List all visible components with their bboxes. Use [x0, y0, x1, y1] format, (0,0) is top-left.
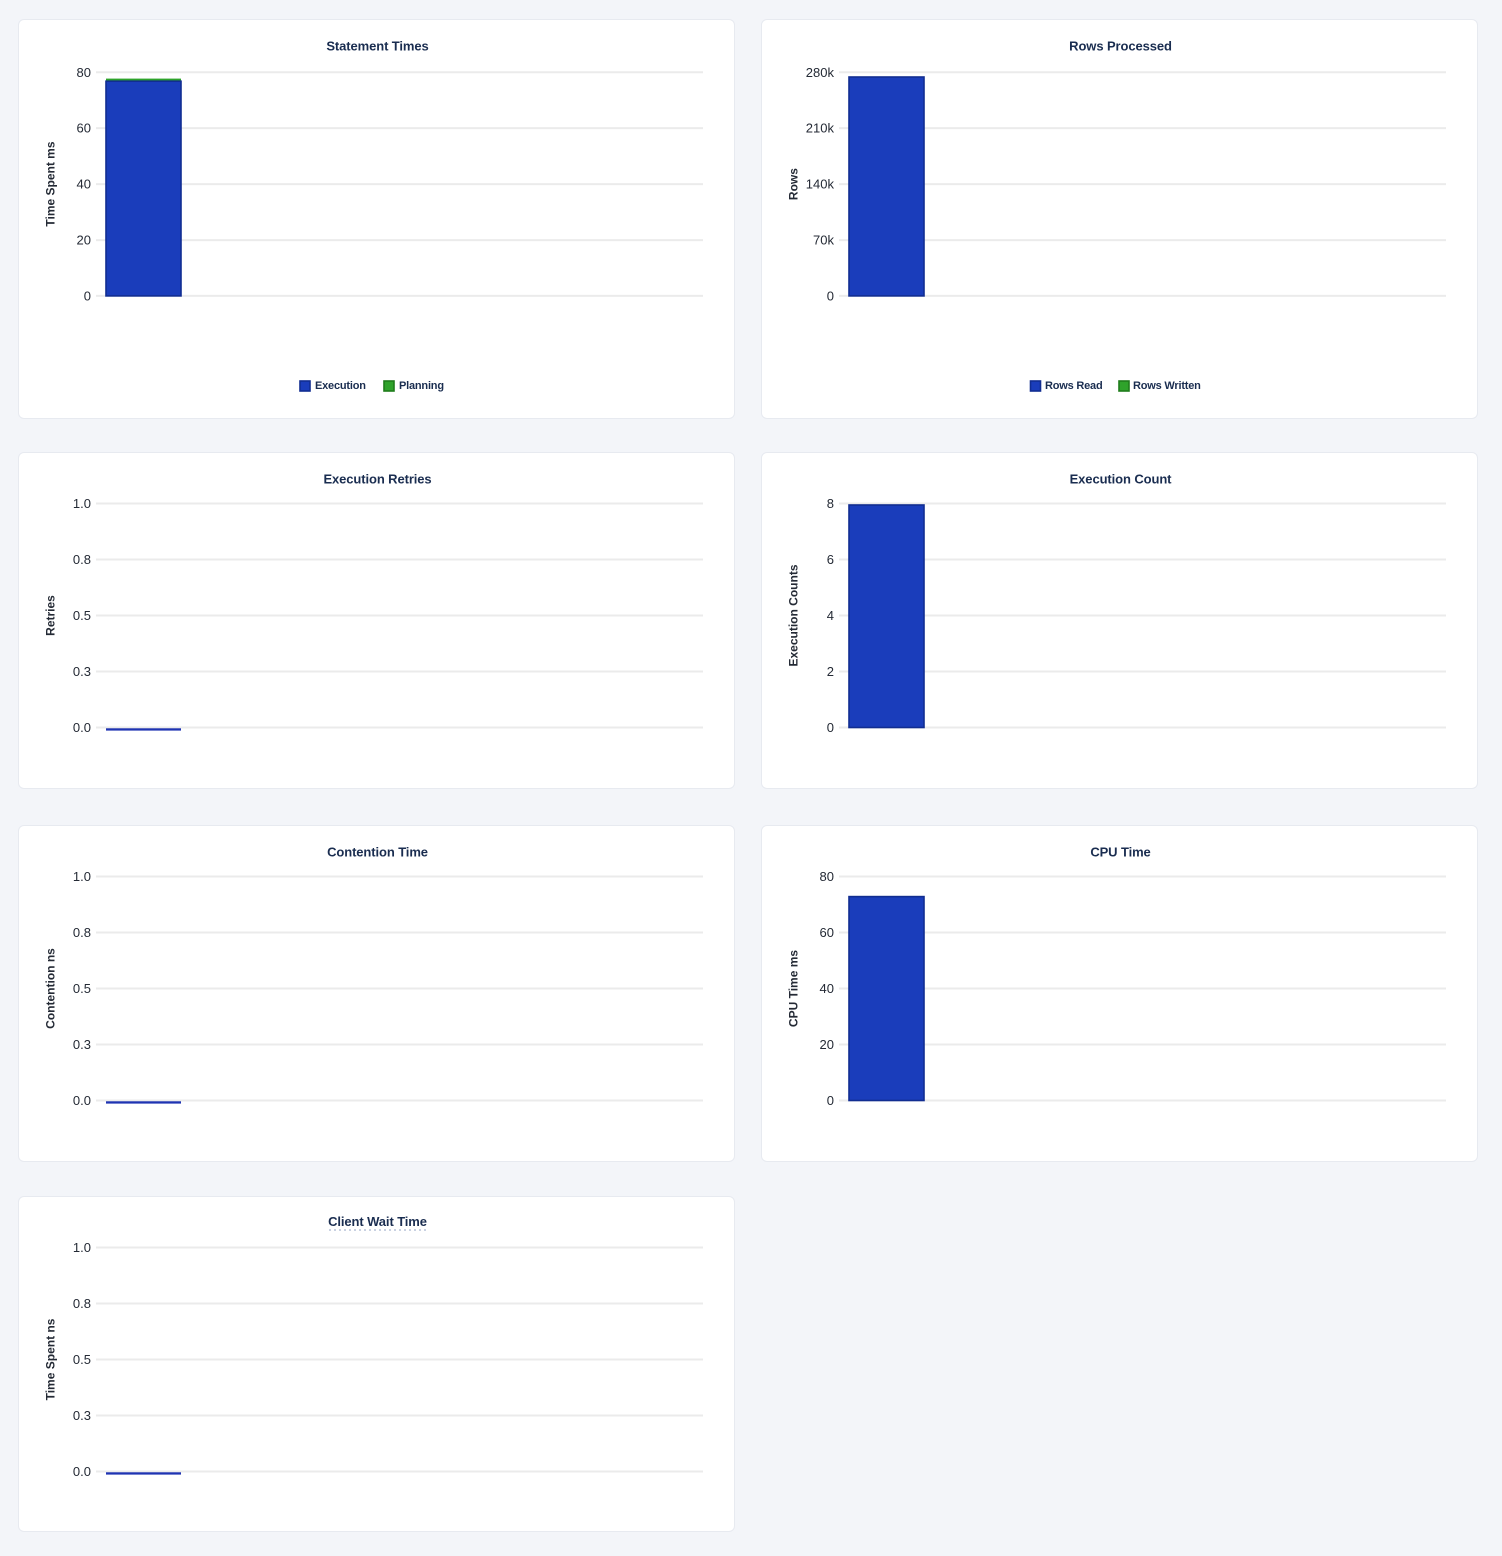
svg-text:210k: 210k: [806, 121, 835, 136]
svg-text:0: 0: [827, 289, 834, 304]
svg-text:Retries: Retries: [44, 595, 58, 636]
svg-text:Client Wait Time: Client Wait Time: [328, 1214, 427, 1229]
svg-text:0.5: 0.5: [73, 1352, 91, 1367]
svg-text:0.8: 0.8: [73, 1296, 91, 1311]
svg-text:1.0: 1.0: [73, 496, 91, 511]
svg-text:60: 60: [820, 925, 834, 940]
svg-text:40: 40: [77, 177, 91, 192]
svg-text:0.8: 0.8: [73, 925, 91, 940]
svg-text:0.0: 0.0: [73, 720, 91, 735]
svg-text:Rows Read: Rows Read: [1045, 380, 1103, 392]
svg-text:Execution Counts: Execution Counts: [787, 564, 801, 666]
svg-text:8: 8: [827, 496, 834, 511]
svg-text:60: 60: [77, 121, 91, 136]
svg-text:0.5: 0.5: [73, 608, 91, 623]
svg-text:80: 80: [820, 869, 834, 884]
svg-text:Execution: Execution: [315, 380, 366, 392]
svg-text:140k: 140k: [806, 177, 835, 192]
svg-text:20: 20: [820, 1037, 834, 1052]
svg-text:1.0: 1.0: [73, 1240, 91, 1255]
svg-text:0.5: 0.5: [73, 981, 91, 996]
svg-text:0.3: 0.3: [73, 1037, 91, 1052]
svg-text:40: 40: [820, 981, 834, 996]
svg-text:20: 20: [77, 233, 91, 248]
svg-text:Execution Count: Execution Count: [1070, 472, 1173, 487]
svg-text:80: 80: [77, 65, 91, 80]
svg-text:CPU Time ms: CPU Time ms: [787, 950, 801, 1027]
svg-text:6: 6: [827, 552, 834, 567]
svg-text:Rows: Rows: [787, 168, 801, 200]
svg-text:280k: 280k: [806, 65, 835, 80]
svg-text:2: 2: [827, 664, 834, 679]
svg-text:Rows Written: Rows Written: [1133, 380, 1201, 392]
svg-text:Time Spent ms: Time Spent ms: [44, 141, 58, 226]
svg-text:0: 0: [827, 720, 834, 735]
svg-text:0.0: 0.0: [73, 1093, 91, 1108]
svg-text:Execution Retries: Execution Retries: [323, 472, 431, 487]
svg-text:0: 0: [827, 1093, 834, 1108]
svg-text:Time Spent ns: Time Spent ns: [44, 1318, 58, 1400]
svg-text:0.3: 0.3: [73, 1408, 91, 1423]
svg-text:0.0: 0.0: [73, 1464, 91, 1479]
svg-text:Planning: Planning: [399, 380, 444, 392]
svg-text:1.0: 1.0: [73, 869, 91, 884]
svg-text:CPU Time: CPU Time: [1090, 845, 1150, 860]
svg-text:70k: 70k: [813, 233, 834, 248]
svg-text:0.8: 0.8: [73, 552, 91, 567]
svg-text:Statement Times: Statement Times: [326, 39, 428, 54]
svg-text:4: 4: [827, 608, 834, 623]
svg-text:Contention Time: Contention Time: [327, 845, 428, 860]
svg-text:0: 0: [84, 289, 91, 304]
svg-text:Rows Processed: Rows Processed: [1069, 39, 1172, 54]
svg-text:Contention ns: Contention ns: [44, 948, 58, 1029]
svg-text:0.3: 0.3: [73, 664, 91, 679]
